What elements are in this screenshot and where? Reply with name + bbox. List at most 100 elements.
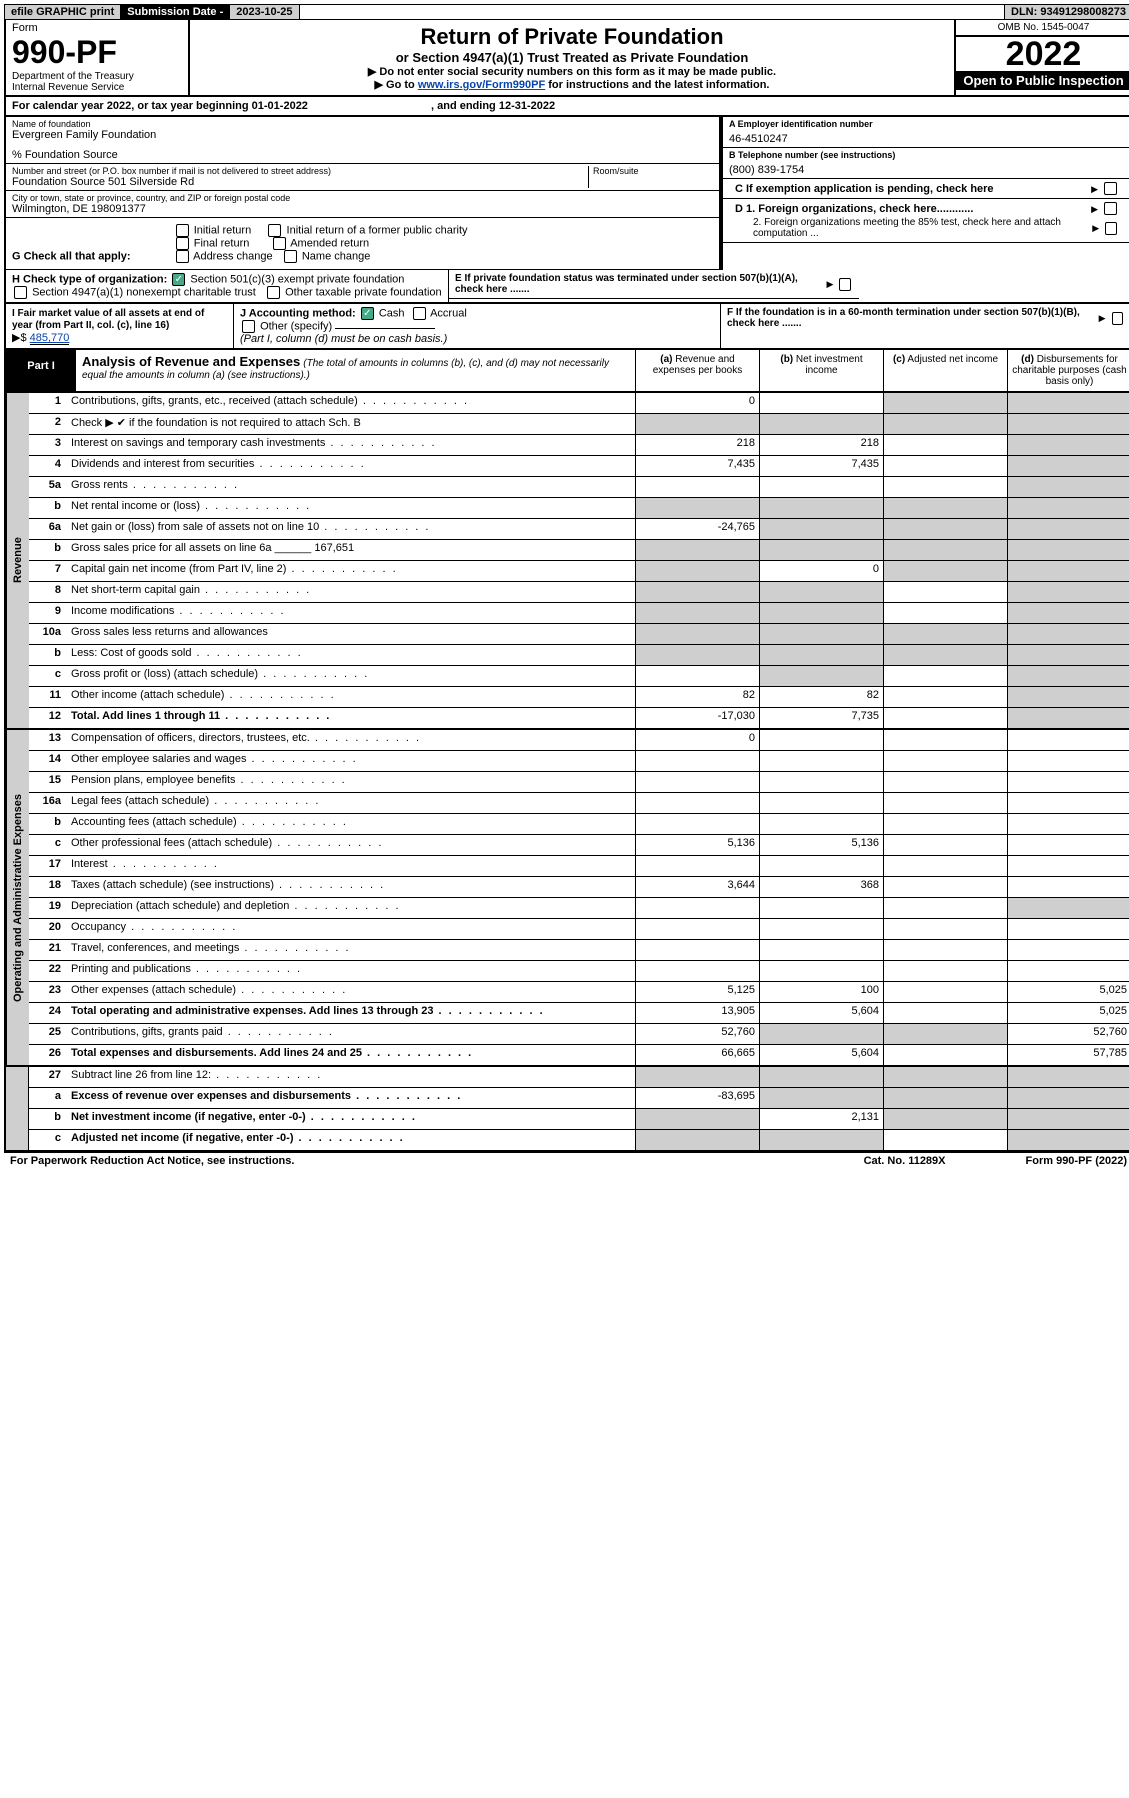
line-number: b bbox=[29, 540, 67, 560]
value-cell: 52,760 bbox=[1007, 1024, 1129, 1044]
value-cell bbox=[759, 961, 883, 981]
checkbox-final[interactable] bbox=[176, 237, 189, 250]
value-cell bbox=[1007, 856, 1129, 876]
value-cell bbox=[1007, 561, 1129, 581]
checkbox-other-tax[interactable] bbox=[267, 286, 280, 299]
fmv-link[interactable]: 485,770 bbox=[30, 332, 70, 345]
j-accrual: Accrual bbox=[430, 307, 467, 319]
line-number: 8 bbox=[29, 582, 67, 602]
value-cell bbox=[1007, 898, 1129, 918]
value-cell bbox=[1007, 603, 1129, 623]
checkbox-address[interactable] bbox=[176, 250, 189, 263]
value-cell bbox=[883, 393, 1007, 413]
addr-label: Number and street (or P.O. box number if… bbox=[12, 166, 588, 176]
line-desc: Compensation of officers, directors, tru… bbox=[67, 730, 635, 750]
info-left: Name of foundation Evergreen Family Foun… bbox=[4, 117, 721, 270]
checkbox-other-acct[interactable] bbox=[242, 320, 255, 333]
line-number: 18 bbox=[29, 877, 67, 897]
value-cell bbox=[1007, 919, 1129, 939]
value-cell: 0 bbox=[635, 730, 759, 750]
value-cell bbox=[883, 751, 1007, 771]
table-row: 12Total. Add lines 1 through 11-17,0307,… bbox=[29, 708, 1129, 728]
checkbox-initial[interactable] bbox=[176, 224, 189, 237]
value-cell bbox=[883, 1003, 1007, 1023]
value-cell: 57,785 bbox=[1007, 1045, 1129, 1065]
table-row: bLess: Cost of goods sold bbox=[29, 645, 1129, 666]
value-cell bbox=[759, 919, 883, 939]
checkbox-501c3[interactable] bbox=[172, 273, 185, 286]
checkbox-4947[interactable] bbox=[14, 286, 27, 299]
value-cell bbox=[635, 414, 759, 434]
sect-hj: H Check type of organization: Section 50… bbox=[4, 270, 1129, 304]
table-row: 1Contributions, gifts, grants, etc., rec… bbox=[29, 393, 1129, 414]
g-cell: G Check all that apply: Initial return I… bbox=[4, 218, 721, 270]
checkbox-d1[interactable] bbox=[1104, 202, 1117, 215]
value-cell: 218 bbox=[759, 435, 883, 455]
checkbox-cash[interactable] bbox=[361, 307, 374, 320]
sect-ij: I Fair market value of all assets at end… bbox=[4, 304, 1129, 350]
g-opt-1: Final return bbox=[194, 237, 250, 249]
footer: For Paperwork Reduction Act Notice, see … bbox=[4, 1152, 1129, 1169]
checkbox-amended[interactable] bbox=[273, 237, 286, 250]
value-cell bbox=[883, 540, 1007, 560]
table-row: 18Taxes (attach schedule) (see instructi… bbox=[29, 877, 1129, 898]
checkbox-c[interactable] bbox=[1104, 182, 1117, 195]
value-cell: 82 bbox=[635, 687, 759, 707]
value-cell bbox=[759, 393, 883, 413]
value-cell bbox=[759, 1130, 883, 1150]
form-link[interactable]: www.irs.gov/Form990PF bbox=[418, 79, 545, 91]
value-cell bbox=[1007, 519, 1129, 539]
value-cell bbox=[883, 708, 1007, 728]
g-opt-5: Name change bbox=[302, 250, 371, 262]
checkbox-name[interactable] bbox=[284, 250, 297, 263]
j-other: Other (specify) bbox=[260, 320, 332, 332]
checkbox-f[interactable] bbox=[1112, 312, 1123, 325]
value-cell bbox=[883, 603, 1007, 623]
line-desc: Total expenses and disbursements. Add li… bbox=[67, 1045, 635, 1065]
f-label: F If the foundation is in a 60-month ter… bbox=[727, 307, 1095, 329]
value-cell bbox=[635, 793, 759, 813]
value-cell bbox=[635, 856, 759, 876]
checkbox-accrual[interactable] bbox=[413, 307, 426, 320]
value-cell bbox=[1007, 835, 1129, 855]
line-number: 7 bbox=[29, 561, 67, 581]
table-row: 20Occupancy bbox=[29, 919, 1129, 940]
line-desc: Contributions, gifts, grants paid bbox=[67, 1024, 635, 1044]
value-cell: 5,025 bbox=[1007, 982, 1129, 1002]
table-row: 23Other expenses (attach schedule)5,1251… bbox=[29, 982, 1129, 1003]
checkbox-d2[interactable] bbox=[1105, 222, 1117, 235]
sect-h: H Check type of organization: Section 50… bbox=[6, 270, 449, 302]
sect-i: I Fair market value of all assets at end… bbox=[6, 304, 234, 348]
value-cell bbox=[759, 603, 883, 623]
value-cell bbox=[1007, 1130, 1129, 1150]
value-cell: 0 bbox=[635, 393, 759, 413]
table-row: 27Subtract line 26 from line 12: bbox=[29, 1067, 1129, 1088]
c-cell: C If exemption application is pending, c… bbox=[723, 179, 1129, 199]
footer-left: For Paperwork Reduction Act Notice, see … bbox=[10, 1155, 294, 1167]
line-number: 20 bbox=[29, 919, 67, 939]
value-cell bbox=[635, 1130, 759, 1150]
value-cell bbox=[883, 624, 1007, 644]
value-cell bbox=[759, 730, 883, 750]
checkbox-initial-former[interactable] bbox=[268, 224, 281, 237]
value-cell bbox=[635, 898, 759, 918]
value-cell bbox=[1007, 456, 1129, 476]
open-inspection: Open to Public Inspection bbox=[956, 71, 1129, 90]
value-cell bbox=[759, 1067, 883, 1087]
value-cell bbox=[1007, 687, 1129, 707]
line-number: 2 bbox=[29, 414, 67, 434]
value-cell: 5,125 bbox=[635, 982, 759, 1002]
instr2-pre: ▶ Go to bbox=[375, 79, 418, 91]
value-cell bbox=[635, 919, 759, 939]
foundation-name: Evergreen Family Foundation bbox=[12, 129, 713, 141]
value-cell bbox=[635, 814, 759, 834]
value-cell bbox=[1007, 582, 1129, 602]
value-cell bbox=[1007, 708, 1129, 728]
bottom-rows: 27Subtract line 26 from line 12:aExcess … bbox=[29, 1067, 1129, 1150]
cal-mid: , and ending bbox=[431, 100, 499, 112]
value-cell: 7,735 bbox=[759, 708, 883, 728]
checkbox-e[interactable] bbox=[839, 278, 851, 291]
value-cell bbox=[759, 666, 883, 686]
line-desc: Depreciation (attach schedule) and deple… bbox=[67, 898, 635, 918]
value-cell bbox=[759, 519, 883, 539]
